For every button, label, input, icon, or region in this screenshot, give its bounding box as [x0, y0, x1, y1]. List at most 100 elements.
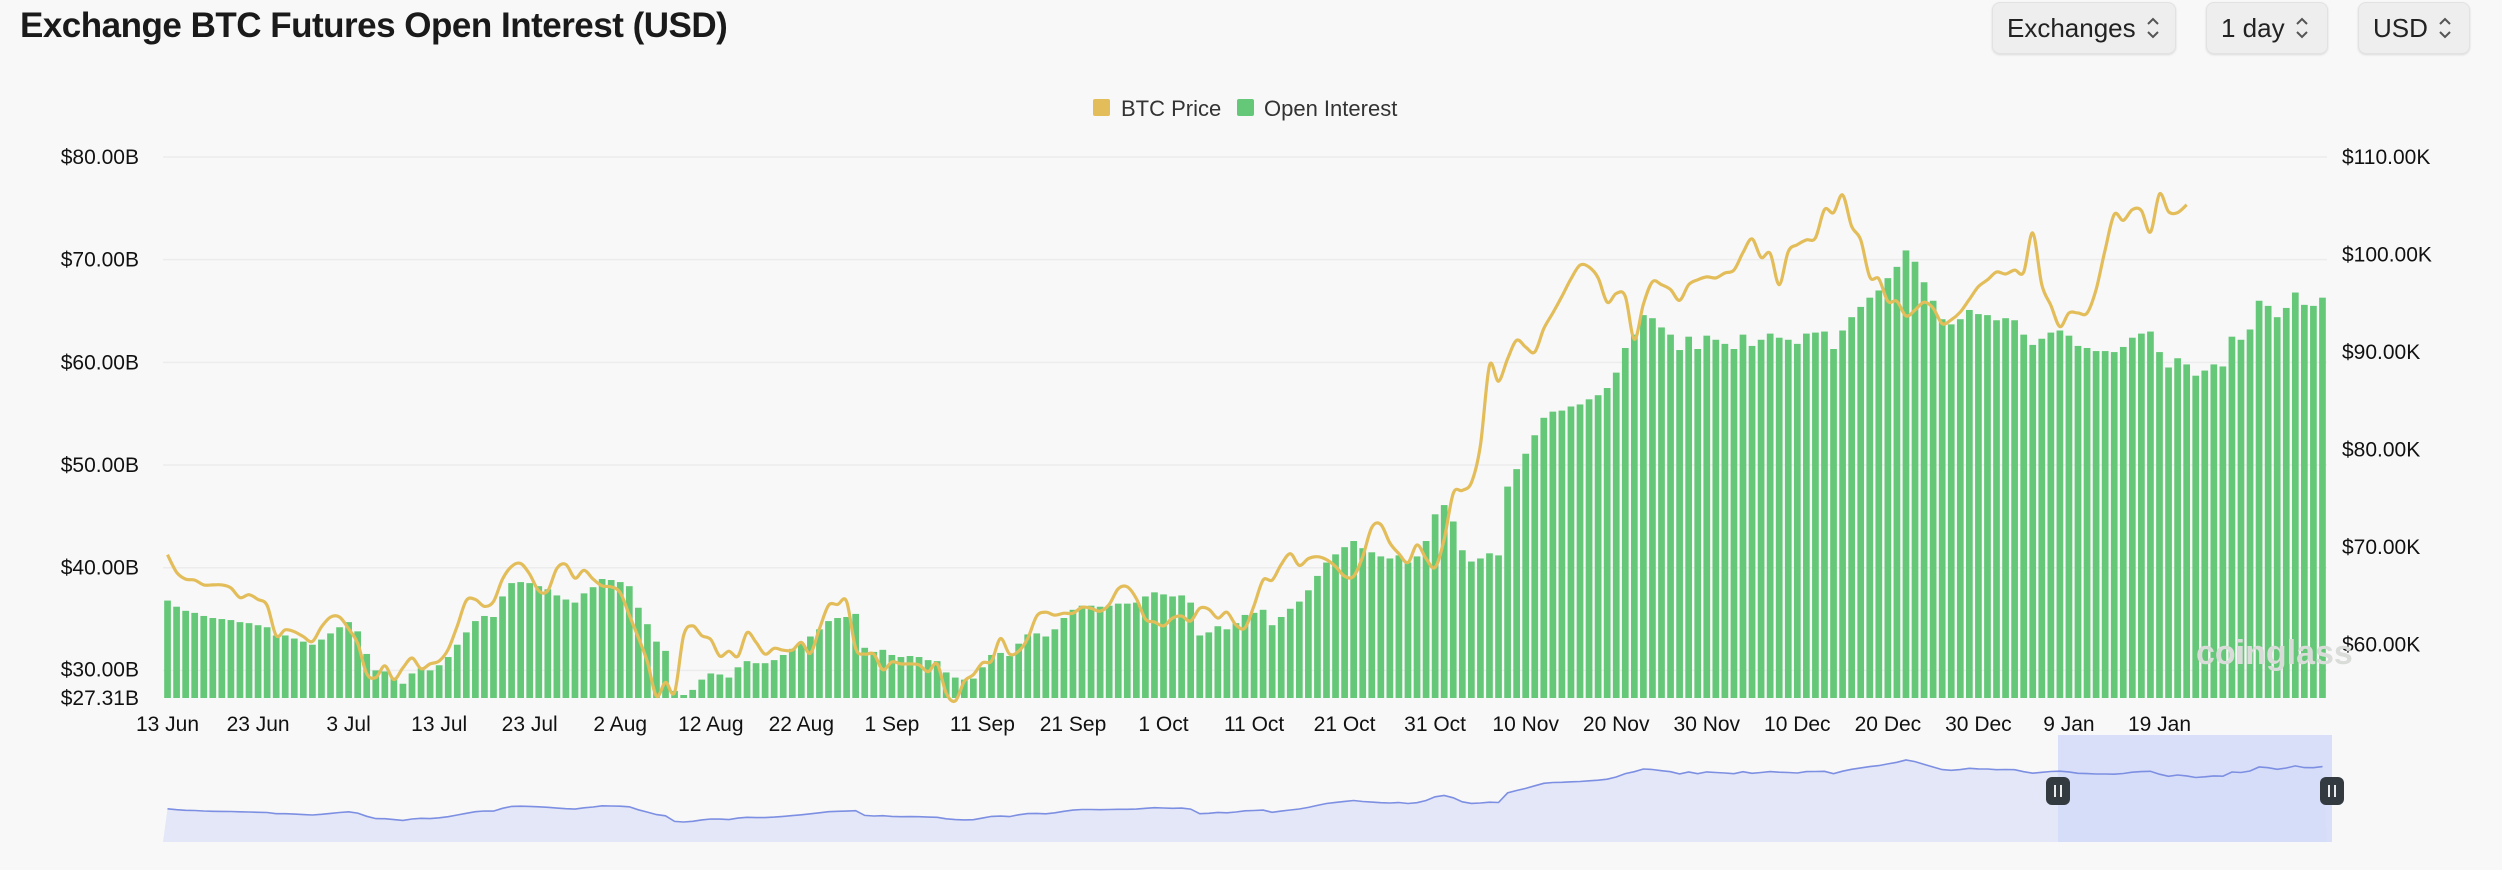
open-interest-bar[interactable]	[2165, 367, 2172, 698]
open-interest-bar[interactable]	[662, 650, 669, 698]
open-interest-bar[interactable]	[1431, 514, 1439, 698]
open-interest-bar[interactable]	[2183, 364, 2191, 698]
open-interest-bar[interactable]	[490, 616, 497, 698]
open-interest-bar[interactable]	[1404, 562, 1412, 698]
open-interest-bar[interactable]	[1658, 327, 1665, 698]
open-interest-bar[interactable]	[1775, 337, 1783, 698]
open-interest-bar[interactable]	[1187, 602, 1195, 698]
open-interest-bar[interactable]	[2147, 331, 2154, 698]
open-interest-bar[interactable]	[1966, 309, 1973, 698]
open-interest-bar[interactable]	[1377, 556, 1385, 698]
open-interest-bar[interactable]	[960, 679, 968, 698]
open-interest-bar[interactable]	[1947, 324, 1955, 698]
open-interest-bar[interactable]	[970, 678, 977, 698]
open-interest-bar[interactable]	[2264, 305, 2272, 698]
open-interest-bar[interactable]	[191, 612, 199, 698]
open-interest-bar[interactable]	[1323, 562, 1330, 698]
open-interest-bar[interactable]	[1884, 278, 1892, 698]
open-interest-bar[interactable]	[1821, 331, 1828, 698]
open-interest-bar[interactable]	[879, 649, 887, 698]
open-interest-bar[interactable]	[2210, 364, 2218, 698]
open-interest-bar[interactable]	[1748, 345, 1756, 698]
open-interest-bar[interactable]	[2246, 329, 2254, 699]
open-interest-bar[interactable]	[825, 621, 832, 698]
open-interest-bar[interactable]	[1241, 614, 1249, 698]
open-interest-bar[interactable]	[1069, 609, 1077, 698]
open-interest-bar[interactable]	[1757, 339, 1765, 698]
open-interest-bar[interactable]	[2038, 338, 2046, 698]
open-interest-bar[interactable]	[1277, 616, 1285, 698]
legend-item-open-interest[interactable]: Open Interest	[1237, 96, 1397, 121]
open-interest-bar[interactable]	[653, 641, 660, 698]
open-interest-bar[interactable]	[182, 610, 189, 698]
open-interest-bar[interactable]	[526, 583, 534, 698]
open-interest-bar[interactable]	[1830, 349, 1837, 698]
open-interest-bar[interactable]	[2110, 352, 2118, 698]
open-interest-bar[interactable]	[734, 667, 742, 698]
open-interest-bar[interactable]	[281, 635, 289, 698]
open-interest-bar[interactable]	[1477, 558, 1484, 698]
open-interest-bar[interactable]	[743, 661, 751, 698]
open-interest-bar[interactable]	[1232, 623, 1240, 698]
open-interest-bar[interactable]	[1495, 555, 1502, 698]
open-interest-bar[interactable]	[2255, 300, 2263, 698]
open-interest-bar[interactable]	[843, 616, 850, 698]
open-interest-bar[interactable]	[1513, 469, 1520, 698]
open-interest-bar[interactable]	[164, 600, 171, 698]
open-interest-bar[interactable]	[1902, 250, 1910, 698]
open-interest-bar[interactable]	[408, 673, 416, 698]
open-interest-bar[interactable]	[1042, 636, 1050, 699]
range-navigator[interactable]	[163, 735, 2344, 842]
open-interest-bar[interactable]	[562, 599, 570, 698]
open-interest-bar[interactable]	[888, 654, 896, 698]
navigator-selection[interactable]	[2058, 735, 2332, 842]
open-interest-bar[interactable]	[698, 679, 706, 698]
open-interest-bar[interactable]	[2282, 307, 2290, 698]
open-interest-bar[interactable]	[1603, 388, 1611, 698]
open-interest-bar[interactable]	[1440, 505, 1448, 698]
open-interest-bar[interactable]	[1133, 602, 1140, 698]
open-interest-bar[interactable]	[1685, 336, 1693, 698]
open-interest-bar[interactable]	[1938, 319, 1946, 698]
open-interest-bar[interactable]	[1169, 596, 1176, 698]
open-interest-bar[interactable]	[1540, 417, 1548, 698]
open-interest-bar[interactable]	[1812, 332, 1819, 698]
open-interest-bar[interactable]	[2092, 351, 2100, 698]
open-interest-bar[interactable]	[318, 639, 325, 698]
open-interest-bar[interactable]	[508, 583, 515, 698]
open-interest-bar[interactable]	[2310, 305, 2317, 698]
btc-price-line[interactable]	[166, 192, 2188, 703]
open-interest-bar[interactable]	[462, 632, 470, 698]
open-interest-bar[interactable]	[372, 670, 380, 698]
open-interest-bar[interactable]	[444, 657, 452, 698]
open-interest-bar[interactable]	[1522, 453, 1530, 698]
open-interest-bar[interactable]	[1178, 595, 1185, 698]
open-interest-bar[interactable]	[1295, 601, 1303, 698]
open-interest-bar[interactable]	[1286, 608, 1294, 698]
open-interest-bar[interactable]	[1123, 603, 1131, 698]
legend-item-btc-price[interactable]: BTC Price	[1093, 96, 1221, 121]
open-interest-bar[interactable]	[1585, 399, 1593, 698]
open-interest-bar[interactable]	[1911, 261, 1919, 698]
open-interest-bar[interactable]	[2047, 332, 2055, 698]
open-interest-bar[interactable]	[2074, 345, 2082, 698]
open-interest-bar[interactable]	[1640, 315, 1647, 698]
currency-select[interactable]: USD	[2358, 2, 2470, 54]
open-interest-bar[interactable]	[1458, 550, 1466, 698]
open-interest-bar[interactable]	[245, 623, 253, 698]
open-interest-bar[interactable]	[1504, 486, 1511, 698]
open-interest-bar[interactable]	[2156, 352, 2163, 698]
open-interest-bar[interactable]	[1621, 347, 1629, 698]
open-interest-bar[interactable]	[951, 677, 959, 698]
open-interest-bar[interactable]	[1558, 410, 1566, 698]
open-interest-bar[interactable]	[906, 656, 914, 698]
open-interest-bar[interactable]	[1730, 349, 1738, 698]
open-interest-bar[interactable]	[861, 647, 869, 698]
open-interest-bar[interactable]	[1567, 406, 1575, 699]
open-interest-bar[interactable]	[299, 641, 307, 698]
open-interest-bar[interactable]	[897, 657, 905, 698]
open-interest-bar[interactable]	[535, 586, 543, 698]
open-interest-bar[interactable]	[1223, 629, 1231, 698]
navigator-handle-left[interactable]	[2046, 777, 2070, 805]
open-interest-bar[interactable]	[2192, 375, 2200, 698]
